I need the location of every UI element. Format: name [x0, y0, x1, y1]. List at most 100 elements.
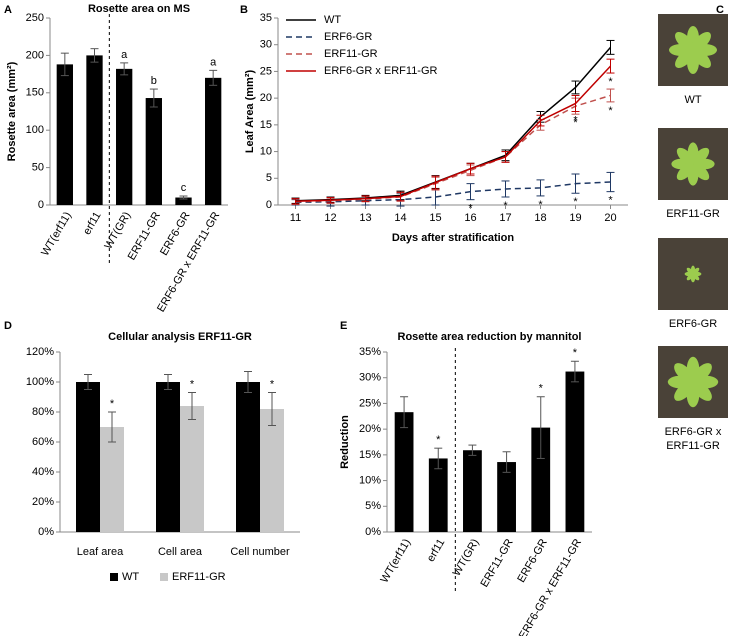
significance-label: *: [190, 378, 195, 390]
legend-swatch: [110, 573, 118, 581]
x-tick-label: Leaf area: [77, 546, 124, 558]
y-tick-label: 120%: [26, 346, 54, 358]
x-tick-label: ERF6-GR: [515, 537, 550, 585]
y-tick-label: 20%: [32, 496, 54, 508]
photo-caption: ERF6-GR x: [665, 426, 722, 438]
significance-label: *: [436, 434, 441, 446]
x-tick-label: ERF11-GR: [479, 537, 516, 589]
panel-label: D: [4, 320, 12, 332]
x-tick-label: 15: [429, 212, 441, 224]
y-axis-label: Reduction: [339, 415, 351, 469]
significance-label: *: [573, 114, 578, 126]
y-tick-label: 100: [26, 124, 44, 136]
x-tick-label: 18: [534, 212, 546, 224]
leaf: [675, 32, 695, 52]
significance-label: a: [121, 49, 128, 61]
line: [295, 94, 611, 203]
bar: [100, 427, 124, 532]
y-axis-label: Rosette area (mm²): [6, 61, 18, 161]
panel-label: B: [240, 4, 248, 16]
bar: [86, 55, 103, 206]
bar: [145, 98, 162, 205]
bar: [428, 458, 448, 532]
panel-label: E: [340, 320, 347, 332]
photo-caption: WT: [684, 94, 701, 106]
y-tick-label: 30%: [359, 372, 381, 384]
significance-label: *: [573, 117, 578, 129]
x-tick-label: erf11: [81, 210, 104, 237]
y-tick-label: 100%: [26, 376, 54, 388]
line: [295, 65, 612, 203]
x-tick-label: 14: [394, 212, 406, 224]
x-tick-label: ERF6-GR x ERF11-GR: [155, 210, 222, 314]
bar: [531, 427, 551, 532]
y-tick-label: 0: [38, 199, 44, 211]
significance-label: a: [210, 56, 217, 68]
bar: [260, 409, 284, 532]
legend-swatch: [160, 573, 168, 581]
y-tick-label: 10: [260, 145, 272, 157]
x-tick-label: erf11: [425, 537, 448, 564]
bar: [175, 197, 192, 205]
leaf: [676, 147, 694, 165]
photo-caption: ERF11-GR: [666, 440, 720, 452]
x-tick-label: WT(erf11): [378, 537, 413, 585]
y-tick-label: 0: [266, 199, 272, 211]
x-tick-label: 11: [290, 212, 301, 224]
significance-label: *: [573, 196, 578, 208]
chart-title: Cellular analysis ERF11-GR: [108, 331, 252, 343]
legend-label: ERF6-GR x ERF11-GR: [324, 65, 438, 77]
x-tick-label: Cell area: [158, 546, 203, 558]
legend-label: WT: [122, 571, 139, 583]
photo-caption: ERF6-GR: [669, 318, 717, 330]
significance-label: *: [468, 203, 473, 215]
bar: [394, 412, 414, 532]
y-tick-label: 20%: [359, 423, 381, 435]
significance-label: *: [539, 383, 544, 395]
bar: [463, 450, 482, 532]
photo: [658, 238, 728, 310]
line: [295, 181, 611, 204]
panel-label: A: [4, 4, 12, 16]
bar: [180, 406, 204, 532]
y-axis-label: Leaf Area (mm²): [244, 70, 256, 154]
bar: [76, 382, 100, 532]
y-tick-label: 200: [26, 49, 44, 61]
legend-label: ERF11-GR: [172, 571, 226, 583]
significance-label: *: [538, 199, 543, 211]
x-tick-label: ERF6-GR x ERF11-GR: [517, 537, 584, 636]
chart-title: Rosette area reduction by mannitol: [398, 331, 582, 343]
y-tick-label: 5: [266, 172, 272, 184]
y-tick-label: 0%: [365, 526, 381, 538]
bar: [236, 382, 260, 532]
bar: [156, 382, 180, 532]
y-tick-label: 15: [260, 119, 272, 131]
y-tick-label: 40%: [32, 466, 54, 478]
bar: [116, 68, 133, 205]
significance-label: *: [573, 347, 578, 359]
bar: [497, 462, 516, 532]
y-tick-label: 50: [32, 162, 44, 174]
x-tick-label: Cell number: [230, 546, 290, 558]
y-tick-label: 60%: [32, 436, 54, 448]
legend-label: ERF6-GR: [324, 31, 372, 43]
y-tick-label: 10%: [359, 474, 381, 486]
x-tick-label: 17: [499, 212, 511, 224]
y-tick-label: 250: [26, 12, 44, 24]
x-tick-label: 13: [359, 212, 371, 224]
x-tick-label: 20: [604, 212, 616, 224]
chart-title: Rosette area on MS: [88, 3, 190, 15]
y-tick-label: 150: [26, 87, 44, 99]
y-tick-label: 80%: [32, 406, 54, 418]
significance-label: b: [151, 75, 157, 87]
legend-label: ERF11-GR: [324, 48, 378, 60]
leaf: [674, 363, 695, 384]
significance-label: *: [110, 398, 115, 410]
x-tick-label: 12: [324, 212, 336, 224]
x-axis-label: Days after stratification: [392, 232, 515, 244]
y-tick-label: 0%: [38, 526, 54, 538]
panel-label: C: [716, 4, 724, 16]
y-tick-label: 5%: [365, 500, 381, 512]
photo-caption: ERF11-GR: [666, 208, 720, 220]
